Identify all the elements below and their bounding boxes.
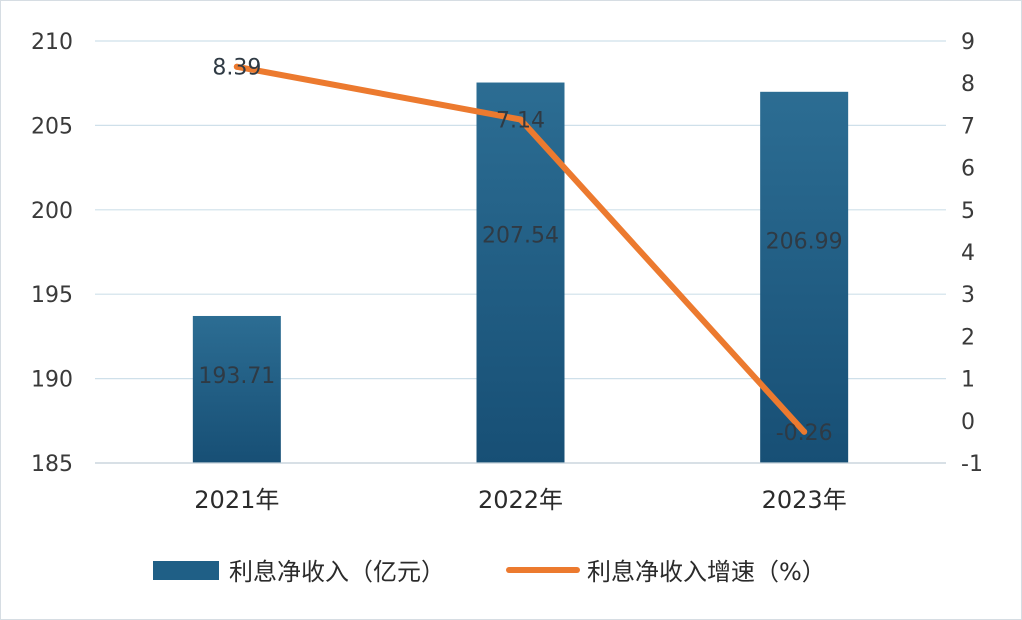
right-tick-label: 0 — [961, 410, 975, 435]
legend: 利息净收入（亿元） 利息净收入增速（%） — [153, 558, 826, 586]
right-tick-label: 5 — [961, 199, 975, 224]
left-tick-label: 195 — [31, 283, 73, 308]
legend-bar-swatch — [153, 561, 219, 580]
x-tick-label: 2022年 — [478, 486, 563, 514]
right-tick-label: 3 — [961, 283, 975, 308]
left-tick-label: 210 — [31, 30, 73, 55]
right-tick-label: 1 — [961, 368, 975, 393]
right-tick-label: 8 — [961, 72, 975, 97]
line-data-label: -0.26 — [776, 421, 833, 446]
line-point — [801, 428, 808, 435]
line-series — [233, 63, 808, 435]
left-tick-label: 205 — [31, 114, 73, 139]
left-tick-label: 185 — [31, 452, 73, 477]
bar-data-label: 207.54 — [482, 224, 559, 249]
right-tick-label: 2 — [961, 325, 975, 350]
bar-data-label: 193.71 — [198, 364, 275, 389]
x-tick-label: 2021年 — [194, 486, 279, 514]
line-data-label: 7.14 — [496, 108, 545, 133]
legend-line-label: 利息净收入增速（%） — [587, 558, 826, 586]
left-tick-label: 200 — [31, 199, 73, 224]
right-tick-label: 6 — [961, 157, 975, 182]
right-tick-label: 4 — [961, 241, 975, 266]
bar-data-label: 206.99 — [766, 229, 843, 254]
x-tick-label: 2023年 — [762, 486, 847, 514]
line-data-label: 8.39 — [212, 56, 261, 81]
right-tick-label: -1 — [961, 452, 983, 477]
line-point — [517, 116, 524, 123]
bar — [192, 315, 281, 463]
bar — [760, 91, 849, 463]
bar-series — [192, 82, 849, 463]
line-data-labels: 8.39 7.14 -0.26 — [212, 56, 832, 446]
right-tick-label: 7 — [961, 114, 975, 139]
right-tick-label: 9 — [961, 30, 975, 55]
line-point — [233, 63, 240, 70]
bar — [476, 82, 565, 463]
bar-data-labels: 193.71 207.54 206.99 — [198, 224, 842, 389]
legend-bar-label: 利息净收入（亿元） — [229, 558, 445, 586]
left-tick-label: 190 — [31, 368, 73, 393]
right-axis: -1 0 1 2 3 4 5 6 7 8 9 — [961, 30, 983, 477]
left-axis: 185 190 195 200 205 210 — [31, 30, 73, 477]
x-axis: 2021年 2022年 2023年 — [95, 462, 946, 514]
